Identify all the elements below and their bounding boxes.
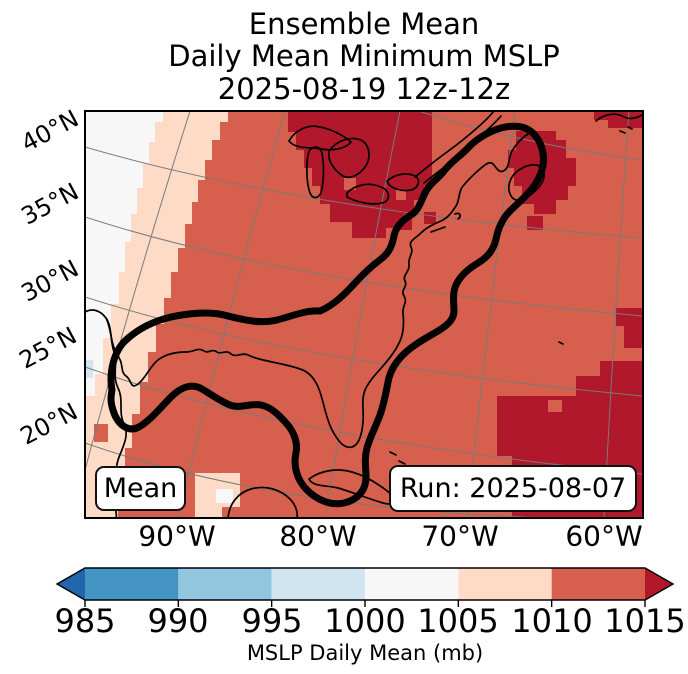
- map-frame: [84, 110, 644, 519]
- fill-1005-1010: [85, 111, 228, 518]
- colorbar-seg-1000-1005: [365, 568, 459, 600]
- fill-notch: [344, 178, 356, 190]
- lon-label-90w: 90°W: [138, 519, 216, 553]
- fill-notch: [548, 400, 562, 412]
- colorbar-over-arrow: [645, 568, 673, 600]
- run-annotation-box: Run: 2025-08-07: [389, 465, 637, 512]
- coast-cape-cod: [454, 212, 461, 220]
- fill-1000-1005: [85, 111, 163, 396]
- fill-notch: [396, 190, 406, 200]
- colorbar: [55, 567, 675, 607]
- cb-tick-1000: 1000: [324, 602, 406, 640]
- colorbar-seg-995-1000: [271, 568, 365, 600]
- colorbar-seg-1010-1015: [551, 568, 645, 600]
- coast-newfoundland: [595, 113, 643, 122]
- colorbar-under-arrow: [57, 568, 85, 600]
- cb-tick-1005: 1005: [417, 602, 499, 640]
- title-line-1: Ensemble Mean: [248, 7, 480, 41]
- lon-label-70w: 70°W: [421, 519, 499, 553]
- fill-over1015-rightedge: [616, 308, 643, 348]
- lake-superior: [288, 125, 352, 151]
- coast-long-island: [430, 226, 446, 233]
- lake-ontario: [386, 173, 420, 192]
- lake-huron: [327, 137, 370, 179]
- islands-gulf-stlawrence: [619, 126, 633, 134]
- island-bermuda: [558, 341, 564, 345]
- title-line-3: 2025-08-19 12z-12z: [217, 72, 511, 106]
- lon-label-80w: 80°W: [279, 519, 357, 553]
- fill-over1015-great-lakes: [288, 111, 432, 238]
- mean-annotation-box: Mean: [95, 466, 186, 511]
- fill-white-patch: [216, 489, 233, 503]
- islands-bahamas: [389, 451, 406, 465]
- colorbar-seg-990-995: [178, 568, 272, 600]
- colorbar-axis-label: MSLP Daily Mean (mb): [246, 641, 484, 665]
- cb-tick-995: 995: [241, 602, 303, 640]
- coast-st-lawrence: [414, 111, 495, 178]
- lake-michigan: [306, 146, 325, 199]
- fill-over1015-speck: [424, 212, 436, 224]
- mean-annotation-label: Mean: [103, 473, 178, 504]
- cb-tick-1015: 1015: [604, 602, 686, 640]
- colorbar-seg-1005-1010: [458, 568, 552, 600]
- ensemble-mean-contour: [107, 122, 547, 508]
- fill-995-1000-sliver: [85, 360, 93, 378]
- coast-gulf-atlantic: [105, 132, 530, 449]
- colorbar-tickmarks: [84, 600, 646, 607]
- title-line-2: Daily Mean Minimum MSLP: [168, 39, 560, 73]
- lon-label-60w: 60°W: [565, 519, 643, 553]
- cb-tick-985: 985: [54, 602, 116, 640]
- cb-tick-1010: 1010: [511, 602, 593, 640]
- colorbar-seg-985-990: [85, 568, 179, 600]
- run-annotation-label: Run: 2025-08-07: [399, 473, 627, 504]
- fill-salmon-speck: [94, 424, 108, 442]
- fill-over1015-speck: [527, 216, 543, 230]
- cb-tick-990: 990: [147, 602, 209, 640]
- lake-erie: [346, 183, 390, 205]
- coast-yucatan: [227, 486, 299, 518]
- map-fill-layers: [85, 111, 643, 518]
